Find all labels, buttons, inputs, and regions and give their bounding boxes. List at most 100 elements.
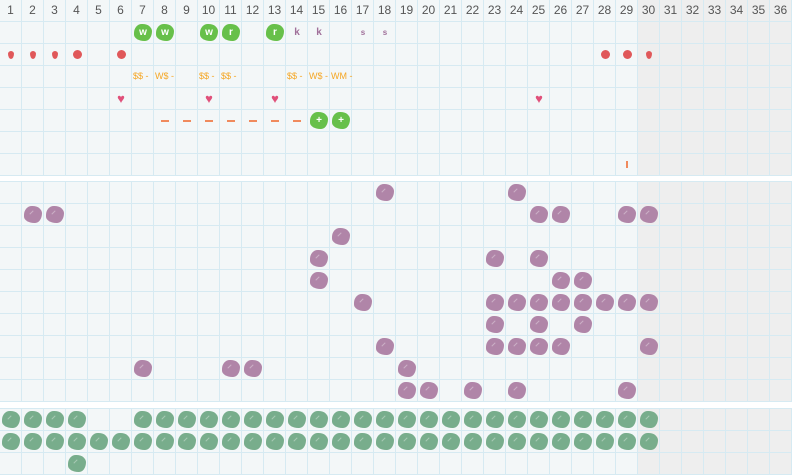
expense-label[interactable]: W$ - [309,71,328,81]
day-cell[interactable] [748,110,770,132]
day-cell[interactable] [330,88,352,110]
dot-mark[interactable] [594,44,616,65]
tracked-blob[interactable] [596,433,614,450]
day-cell[interactable] [0,314,22,336]
day-cell[interactable] [572,358,594,380]
day-cell[interactable] [352,292,374,314]
day-cell[interactable] [198,182,220,204]
day-cell[interactable] [286,226,308,248]
day-cell[interactable] [220,154,242,176]
day-cell[interactable] [770,132,792,154]
day-cell[interactable] [308,44,330,66]
day-cell[interactable] [44,314,66,336]
day-cell[interactable] [528,358,550,380]
day-cell[interactable] [154,154,176,176]
day-cell[interactable] [396,22,418,44]
tracked-blob[interactable] [486,294,504,311]
day-cell[interactable] [286,248,308,270]
tracked-blob[interactable] [24,433,42,450]
day-cell[interactable] [330,22,352,44]
day-cell[interactable] [132,314,154,336]
day-cell[interactable] [704,204,726,226]
day-cell[interactable] [594,380,616,402]
day-cell[interactable] [440,409,462,431]
day-cell[interactable] [0,409,22,431]
day-cell[interactable] [220,409,242,431]
day-cell[interactable] [330,409,352,431]
day-cell[interactable]: WM - [330,66,353,88]
day-cell[interactable] [66,314,88,336]
day-cell[interactable] [660,88,682,110]
day-cell[interactable] [638,358,660,380]
day-cell[interactable] [176,226,198,248]
day-cell[interactable] [308,154,330,176]
day-cell[interactable] [0,88,22,110]
day-cell[interactable] [440,314,462,336]
day-header-cell[interactable]: 13 [264,0,286,22]
day-cell[interactable] [66,336,88,358]
day-cell[interactable] [154,270,176,292]
day-cell[interactable] [704,358,726,380]
day-cell[interactable] [44,44,66,66]
day-cell[interactable] [550,226,572,248]
day-cell[interactable] [308,358,330,380]
day-cell[interactable] [550,88,572,110]
day-cell[interactable] [264,314,286,336]
day-cell[interactable] [506,88,528,110]
day-cell[interactable] [242,336,264,358]
day-cell[interactable] [462,336,484,358]
day-cell[interactable] [176,270,198,292]
day-cell[interactable] [726,409,748,431]
day-cell[interactable] [748,453,770,475]
day-cell[interactable] [682,380,704,402]
tracked-blob[interactable] [486,433,504,450]
day-cell[interactable] [264,292,286,314]
day-cell[interactable] [176,154,198,176]
day-cell[interactable] [616,409,638,431]
day-cell[interactable] [484,204,506,226]
day-cell[interactable] [330,314,352,336]
day-cell[interactable] [132,182,154,204]
day-cell[interactable] [660,22,682,44]
drop-mark[interactable] [638,44,660,65]
day-header-cell[interactable]: 6 [110,0,132,22]
day-header-cell[interactable]: 4 [66,0,88,22]
day-cell[interactable] [484,270,506,292]
day-cell[interactable]: ♥ [264,88,286,110]
day-cell[interactable] [88,314,110,336]
tracked-blob[interactable] [508,382,526,399]
day-cell[interactable] [44,182,66,204]
day-cell[interactable] [88,336,110,358]
day-cell[interactable] [154,226,176,248]
day-cell[interactable] [88,110,110,132]
day-cell[interactable] [110,380,132,402]
day-cell[interactable] [176,44,198,66]
day-cell[interactable] [660,248,682,270]
day-cell[interactable] [264,132,286,154]
day-cell[interactable] [704,292,726,314]
day-cell[interactable] [352,110,374,132]
day-cell[interactable] [264,204,286,226]
day-cell[interactable] [286,336,308,358]
tracked-blob[interactable] [618,433,636,450]
day-cell[interactable] [88,22,110,44]
day-cell[interactable] [264,270,286,292]
day-cell[interactable] [638,44,660,66]
day-cell[interactable] [682,248,704,270]
day-cell[interactable] [374,44,396,66]
day-cell[interactable] [110,409,132,431]
day-cell[interactable] [264,154,286,176]
day-cell[interactable] [506,358,528,380]
day-cell[interactable] [726,154,748,176]
day-cell[interactable] [484,380,506,402]
day-cell[interactable] [682,110,704,132]
day-header-cell[interactable]: 10 [198,0,220,22]
day-cell[interactable] [638,154,660,176]
tracked-blob[interactable] [222,360,240,377]
day-cell[interactable] [506,154,528,176]
day-cell[interactable] [44,154,66,176]
day-header-cell[interactable]: 20 [418,0,440,22]
day-header-cell[interactable]: 17 [352,0,374,22]
day-cell[interactable] [154,182,176,204]
day-cell[interactable] [682,204,704,226]
